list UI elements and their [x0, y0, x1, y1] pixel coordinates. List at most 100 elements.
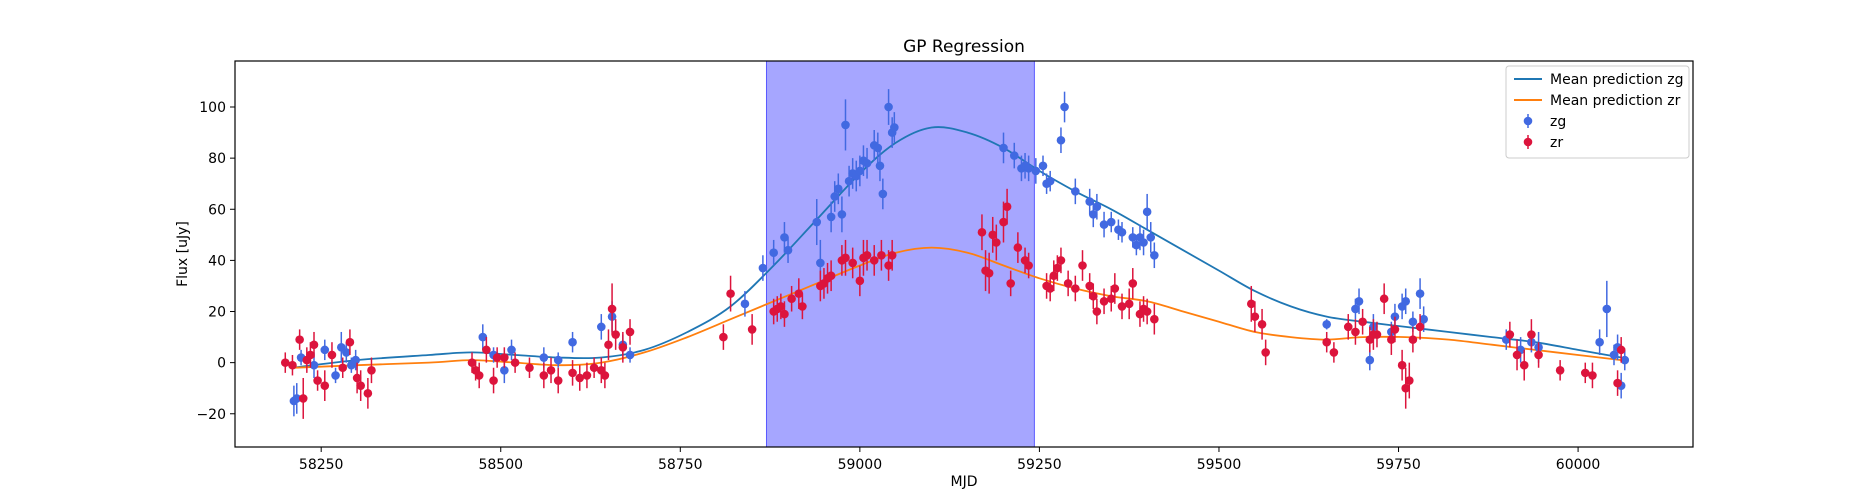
data-point: [1372, 330, 1382, 339]
data-point: [1117, 302, 1127, 311]
data-point: [1099, 220, 1109, 229]
data-point: [1002, 202, 1012, 212]
data-point: [787, 294, 796, 304]
data-point: [611, 330, 620, 339]
data-point: [1150, 314, 1159, 324]
data-point: [306, 350, 315, 360]
data-point: [507, 345, 516, 355]
data-point: [719, 332, 728, 342]
data-point: [1056, 135, 1066, 145]
data-point: [869, 256, 879, 265]
data-point: [575, 373, 585, 383]
legend: Mean prediction zg Mean prediction zr zg zr: [1505, 65, 1690, 159]
data-point: [1405, 376, 1414, 385]
data-point: [1322, 319, 1332, 329]
data-point: [309, 360, 319, 370]
y-axis-ticks: −20 0 20 40 60 80 100: [196, 100, 235, 423]
data-point: [1132, 240, 1141, 250]
data-point: [855, 276, 865, 286]
y-tick-label: 60: [208, 202, 226, 218]
y-tick-label: 20: [208, 305, 226, 321]
data-point: [292, 394, 302, 403]
legend-label: Mean prediction zr: [1550, 93, 1681, 109]
legend-swatch-marker: [1523, 137, 1533, 147]
data-point: [352, 373, 362, 383]
data-point: [826, 271, 836, 281]
data-point: [1088, 210, 1098, 219]
data-point: [999, 143, 1008, 153]
data-point: [1343, 322, 1353, 332]
data-point: [1106, 217, 1116, 227]
data-point: [589, 363, 599, 373]
x-tick-label: 59000: [838, 457, 883, 473]
data-point: [1024, 261, 1033, 270]
legend-swatch-marker: [1523, 116, 1533, 126]
data-point: [1139, 238, 1148, 247]
data-point: [500, 353, 509, 362]
data-point: [1060, 102, 1069, 112]
data-point: [826, 212, 836, 222]
data-point: [855, 166, 865, 176]
data-point: [1354, 296, 1364, 306]
data-point: [553, 376, 563, 385]
data-point: [546, 366, 556, 375]
data-point: [747, 325, 757, 334]
data-point: [1397, 360, 1407, 370]
data-point: [1588, 371, 1597, 380]
data-point: [862, 158, 872, 168]
data-point: [1106, 294, 1116, 304]
legend-label: zg: [1550, 114, 1566, 130]
data-point: [878, 189, 888, 199]
data-point: [841, 253, 850, 263]
y-tick-label: 100: [199, 100, 226, 116]
data-point: [1085, 281, 1094, 291]
y-axis-label: Flux [uJy]: [175, 221, 191, 287]
data-point: [999, 217, 1008, 227]
data-point: [1128, 279, 1138, 288]
data-point: [1250, 312, 1260, 321]
data-point: [1505, 330, 1515, 339]
data-point: [1261, 348, 1270, 357]
data-point: [618, 343, 628, 352]
data-point: [780, 233, 789, 242]
data-point: [1088, 291, 1098, 301]
data-point: [1056, 256, 1066, 265]
data-point: [1009, 151, 1019, 160]
data-point: [977, 227, 987, 237]
data-point: [288, 360, 297, 370]
data-point: [568, 368, 577, 378]
data-point: [351, 355, 360, 365]
data-point: [830, 192, 840, 201]
data-point: [837, 210, 847, 219]
data-point: [356, 381, 365, 390]
data-point: [1322, 337, 1332, 347]
y-tick-label: 80: [208, 151, 226, 167]
data-point: [1049, 271, 1059, 281]
data-point: [1117, 227, 1127, 237]
data-point: [604, 340, 613, 350]
data-point: [877, 250, 886, 260]
data-point: [539, 353, 549, 362]
data-point: [331, 371, 340, 380]
data-point: [1124, 299, 1134, 309]
data-point: [1419, 314, 1428, 324]
data-point: [1146, 233, 1156, 242]
data-point: [1110, 284, 1120, 293]
data-point: [890, 123, 899, 132]
data-point: [492, 353, 502, 362]
data-point: [992, 238, 1001, 247]
data-point: [500, 366, 509, 375]
x-tick-label: 59500: [1197, 457, 1242, 473]
data-point: [1527, 330, 1536, 339]
data-point: [1519, 360, 1529, 370]
selected-range-highlight: [765, 60, 1035, 448]
legend-label: zr: [1550, 135, 1563, 151]
data-point: [625, 350, 635, 360]
plot-frame: [234, 60, 1694, 448]
data-point: [553, 355, 563, 365]
data-point: [1329, 348, 1339, 357]
data-point: [1045, 176, 1055, 186]
data-point: [1053, 263, 1062, 273]
data-point: [884, 261, 893, 270]
